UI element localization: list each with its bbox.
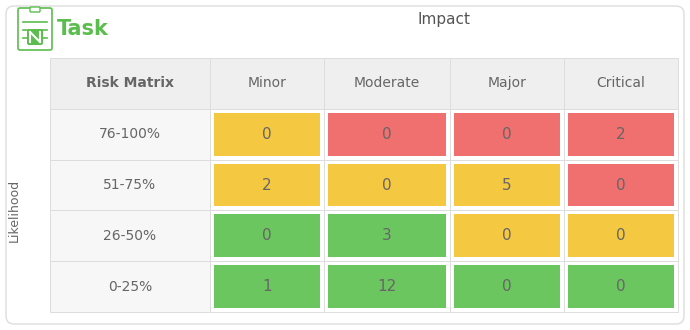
Bar: [453, 214, 560, 257]
Bar: [328, 265, 446, 308]
Bar: [453, 265, 560, 308]
Bar: [50, 261, 210, 312]
Bar: [324, 109, 450, 160]
Bar: [564, 211, 678, 261]
FancyBboxPatch shape: [30, 7, 40, 12]
Bar: [568, 265, 674, 308]
Bar: [324, 211, 450, 261]
Bar: [210, 211, 324, 261]
Bar: [453, 113, 560, 156]
Bar: [564, 261, 678, 312]
Bar: [210, 160, 324, 211]
Text: 2: 2: [262, 178, 272, 192]
Text: 0: 0: [382, 178, 392, 192]
Bar: [214, 164, 320, 206]
Bar: [568, 113, 674, 156]
Bar: [214, 113, 320, 156]
Bar: [568, 214, 674, 257]
Bar: [210, 109, 324, 160]
Text: 12: 12: [377, 279, 397, 294]
FancyBboxPatch shape: [27, 29, 43, 45]
Text: 0: 0: [502, 127, 511, 142]
Text: 76-100%: 76-100%: [99, 127, 161, 141]
Bar: [214, 265, 320, 308]
Text: Major: Major: [487, 77, 526, 90]
Text: 5: 5: [502, 178, 511, 192]
Bar: [450, 58, 564, 109]
Text: 0: 0: [616, 228, 626, 243]
Text: 0: 0: [262, 228, 272, 243]
Bar: [324, 261, 450, 312]
Bar: [214, 214, 320, 257]
Text: Critical: Critical: [596, 77, 645, 90]
Bar: [450, 211, 564, 261]
Text: 2: 2: [616, 127, 626, 142]
Text: Impact: Impact: [417, 12, 471, 27]
Text: 0: 0: [502, 228, 511, 243]
Bar: [50, 211, 210, 261]
Bar: [450, 160, 564, 211]
Text: Likelihood: Likelihood: [8, 179, 21, 242]
Text: Moderate: Moderate: [354, 77, 420, 90]
Bar: [210, 261, 324, 312]
Text: 0: 0: [262, 127, 272, 142]
FancyBboxPatch shape: [18, 8, 52, 50]
Text: 0: 0: [382, 127, 392, 142]
Bar: [568, 164, 674, 206]
Text: 3: 3: [382, 228, 392, 243]
Bar: [50, 58, 210, 109]
Text: 51-75%: 51-75%: [104, 178, 157, 192]
Bar: [564, 58, 678, 109]
Bar: [453, 164, 560, 206]
Text: Task: Task: [57, 19, 109, 39]
Bar: [450, 109, 564, 160]
Bar: [50, 160, 210, 211]
Bar: [328, 164, 446, 206]
Bar: [564, 160, 678, 211]
Bar: [328, 214, 446, 257]
Text: Minor: Minor: [248, 77, 286, 90]
Bar: [210, 58, 324, 109]
Bar: [324, 58, 450, 109]
Text: 0: 0: [616, 178, 626, 192]
Bar: [450, 261, 564, 312]
Text: Risk Matrix: Risk Matrix: [86, 77, 174, 90]
Bar: [50, 109, 210, 160]
Text: 1: 1: [262, 279, 272, 294]
FancyBboxPatch shape: [6, 6, 684, 324]
Text: 0-25%: 0-25%: [108, 280, 152, 294]
Text: 26-50%: 26-50%: [104, 229, 157, 243]
Bar: [328, 113, 446, 156]
Bar: [324, 160, 450, 211]
Text: 0: 0: [502, 279, 511, 294]
Text: 0: 0: [616, 279, 626, 294]
Bar: [564, 109, 678, 160]
